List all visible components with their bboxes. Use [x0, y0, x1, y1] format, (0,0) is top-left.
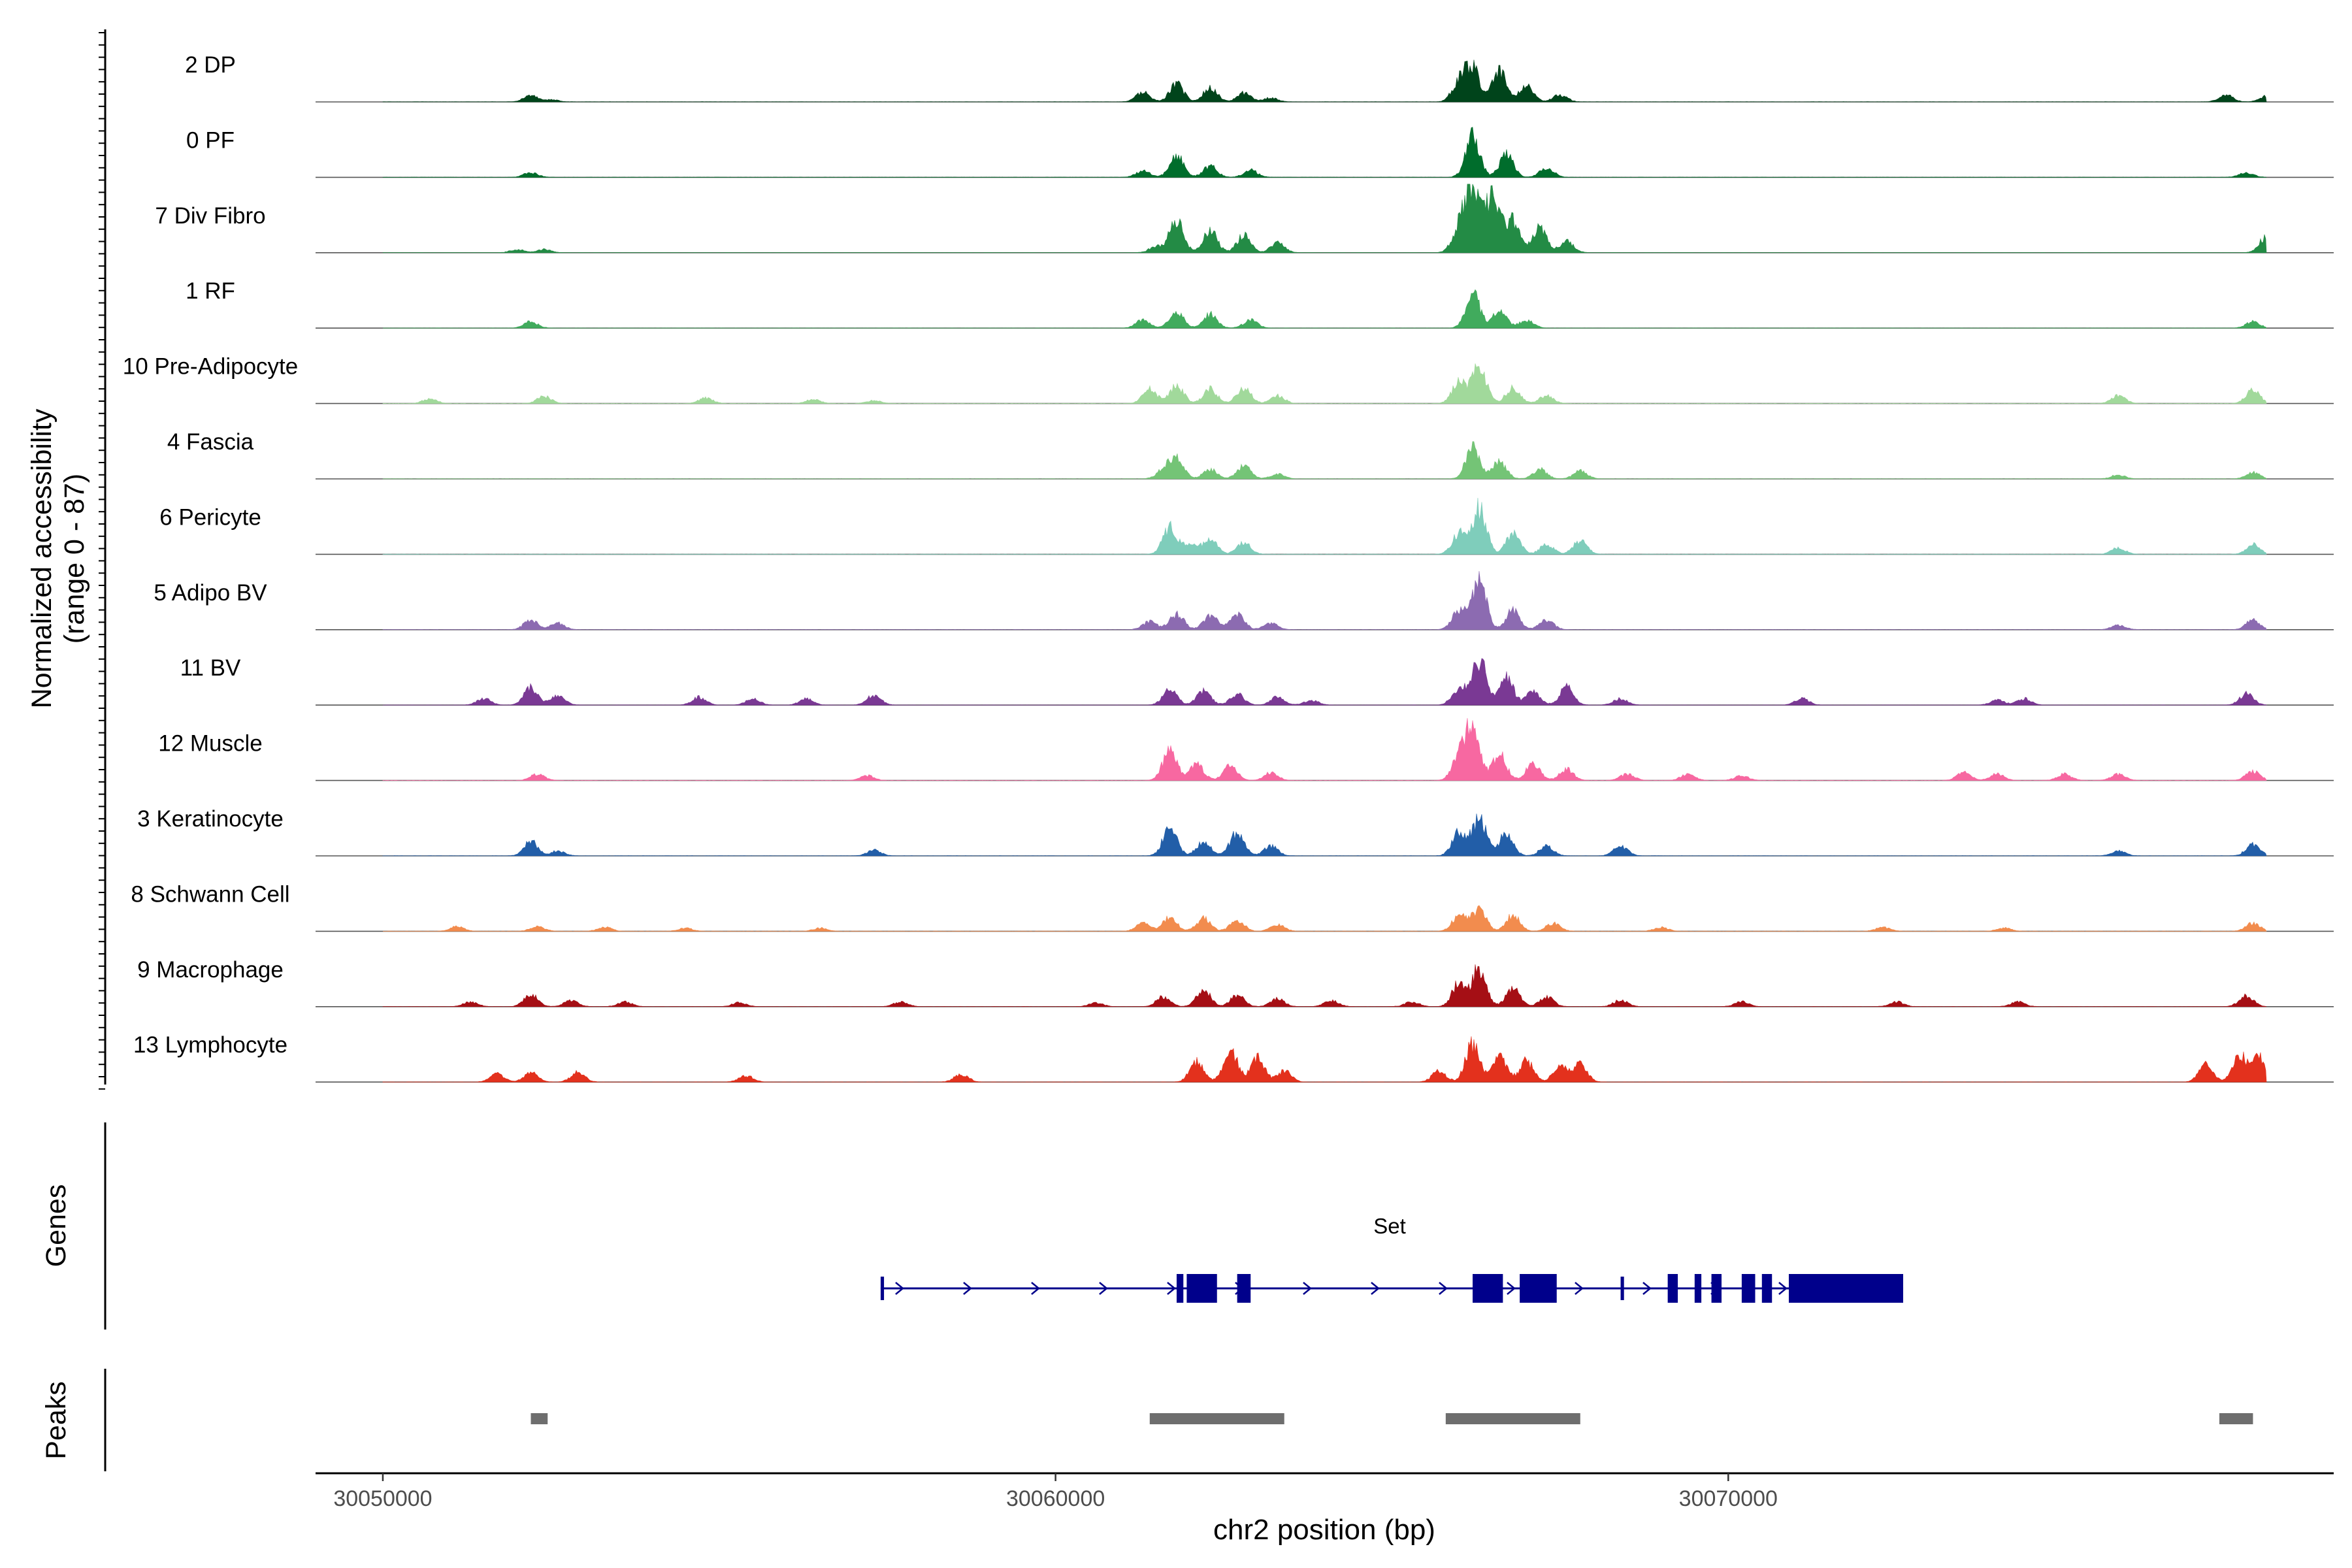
coverage-track: 13 Lymphocyte — [133, 1032, 2334, 1083]
strand-arrow — [1099, 1282, 1108, 1295]
coverage-area — [382, 59, 2267, 103]
coverage-area — [382, 813, 2267, 857]
track-label: 1 RF — [186, 278, 235, 304]
coverage-area — [382, 184, 2267, 253]
strand-arrow — [1778, 1282, 1788, 1295]
coverage-track: 11 BV — [180, 655, 2334, 706]
coverage-track: 0 PF — [186, 127, 2334, 178]
x-tick-label: 30060000 — [1006, 1486, 1105, 1511]
track-label: 7 Div Fibro — [155, 203, 265, 229]
y-axis-title-line2: (range 0 - 87) — [59, 474, 90, 644]
gene-name-label: Set — [1373, 1214, 1406, 1238]
x-tick-label: 30070000 — [1679, 1486, 1778, 1511]
track-label: 13 Lymphocyte — [133, 1032, 287, 1058]
coverage-area — [382, 718, 2267, 781]
coverage-track: 2 DP — [185, 52, 2334, 103]
strand-arrow — [895, 1282, 904, 1295]
coverage-track: 7 Div Fibro — [155, 184, 2334, 253]
strand-arrow — [1642, 1282, 1652, 1295]
gene-exon — [1520, 1274, 1557, 1303]
strand-arrow — [1031, 1282, 1040, 1295]
track-label: 2 DP — [185, 52, 236, 78]
track-label: 11 BV — [180, 655, 241, 681]
peak-region — [1149, 1413, 1284, 1424]
coverage-area — [382, 658, 2268, 706]
gene-exon — [1667, 1274, 1678, 1303]
coverage-area — [382, 905, 2267, 932]
track-label: 8 Schwann Cell — [131, 881, 289, 907]
coverage-area — [382, 964, 2267, 1007]
strand-arrow — [1167, 1282, 1176, 1295]
gene-track — [880, 1274, 1904, 1303]
coverage-track: 6 Pericyte — [159, 497, 2334, 555]
track-label: 12 Muscle — [158, 731, 263, 757]
track-label: 3 Keratinocyte — [137, 806, 284, 832]
coverage-track: 8 Schwann Cell — [131, 881, 2334, 932]
coverage-area — [382, 1036, 2267, 1083]
strand-arrow — [963, 1282, 972, 1295]
track-label: 4 Fascia — [167, 429, 254, 455]
peak-region — [2219, 1413, 2253, 1424]
strand-arrow — [1371, 1282, 1380, 1295]
track-label: 9 Macrophage — [137, 957, 284, 983]
coverage-tracks: 2 DP 0 PF 7 Div Fibro 1 RF 10 Pre-Adipocyte 4… — [123, 52, 2334, 1083]
peak-region — [531, 1413, 548, 1424]
track-label: 6 Pericyte — [159, 504, 261, 530]
gene-exon — [1620, 1277, 1624, 1300]
coverage-area — [382, 571, 2267, 630]
peak-track — [531, 1413, 2253, 1424]
track-label: 10 Pre-Adipocyte — [123, 354, 298, 380]
strand-arrow — [1575, 1282, 1584, 1295]
gene-exon — [1176, 1274, 1184, 1303]
gene-exon — [1761, 1274, 1772, 1303]
gene-exon — [1473, 1274, 1503, 1303]
coverage-track: 9 Macrophage — [137, 957, 2334, 1007]
x-axis-ticks: 30050000 30060000 30070000 — [333, 1473, 1778, 1511]
coverage-area — [382, 127, 2267, 178]
coverage-y-ticks — [99, 32, 105, 1090]
peak-region — [1445, 1413, 1580, 1424]
gene-exon — [1694, 1274, 1702, 1303]
strand-arrow — [1439, 1282, 1448, 1295]
strand-arrow — [1507, 1282, 1516, 1295]
gene-exon — [1741, 1274, 1756, 1303]
coverage-track: 1 RF — [186, 278, 2334, 329]
gene-exon — [1186, 1274, 1217, 1303]
peaks-panel-label: Peaks — [41, 1381, 72, 1460]
strand-arrow — [1303, 1282, 1312, 1295]
gene-exon — [880, 1277, 885, 1300]
coverage-area — [382, 497, 2267, 555]
coverage-track: 10 Pre-Adipocyte — [123, 354, 2334, 404]
gene-exon — [1711, 1274, 1722, 1303]
coverage-area — [382, 441, 2267, 480]
y-axis-title-line1: Normalized accessibility — [26, 408, 57, 708]
coverage-track: 4 Fascia — [167, 429, 2334, 480]
coverage-track: 12 Muscle — [158, 718, 2334, 781]
x-tick-label: 30050000 — [333, 1486, 432, 1511]
coverage-area — [382, 289, 2267, 329]
track-label: 0 PF — [186, 127, 235, 153]
coverage-area — [382, 363, 2267, 404]
genes-panel-label: Genes — [41, 1184, 72, 1267]
track-label: 5 Adipo BV — [154, 580, 267, 606]
gene-exon — [1237, 1274, 1251, 1303]
x-axis-title: chr2 position (bp) — [1213, 1514, 1435, 1546]
gene-exon — [1788, 1274, 1904, 1303]
coverage-track: 3 Keratinocyte — [137, 806, 2334, 857]
coverage-track: 5 Adipo BV — [154, 571, 2334, 630]
